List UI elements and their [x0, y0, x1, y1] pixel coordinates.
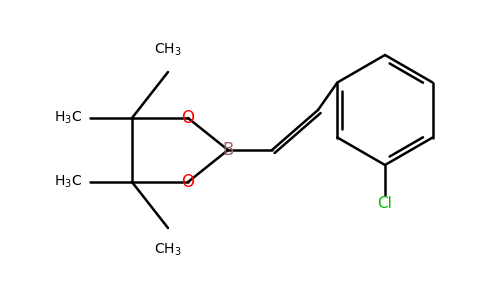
Text: H$_3$C: H$_3$C	[54, 110, 82, 126]
Text: CH$_3$: CH$_3$	[154, 242, 182, 258]
Text: O: O	[182, 173, 195, 191]
Text: B: B	[222, 141, 234, 159]
Text: O: O	[182, 109, 195, 127]
Text: CH$_3$: CH$_3$	[154, 42, 182, 58]
Text: Cl: Cl	[378, 196, 393, 211]
Text: H$_3$C: H$_3$C	[54, 174, 82, 190]
